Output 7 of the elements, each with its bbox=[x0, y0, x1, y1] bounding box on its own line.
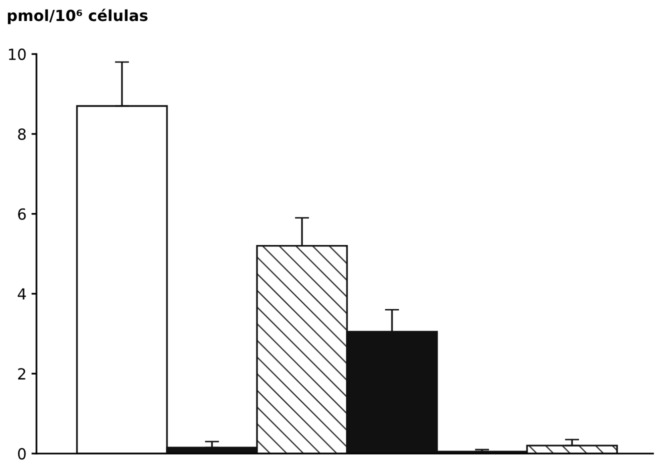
y-tick-label: 0 bbox=[18, 448, 26, 460]
y-tick-label: 10 bbox=[8, 48, 26, 60]
y-tick-label: 6 bbox=[18, 208, 26, 220]
y-tick-label: 8 bbox=[18, 128, 26, 140]
y-tick-label: 2 bbox=[18, 368, 26, 380]
y-tick-label: 4 bbox=[18, 288, 26, 300]
y-axis-title: pmol/10⁶ células bbox=[8, 8, 148, 24]
